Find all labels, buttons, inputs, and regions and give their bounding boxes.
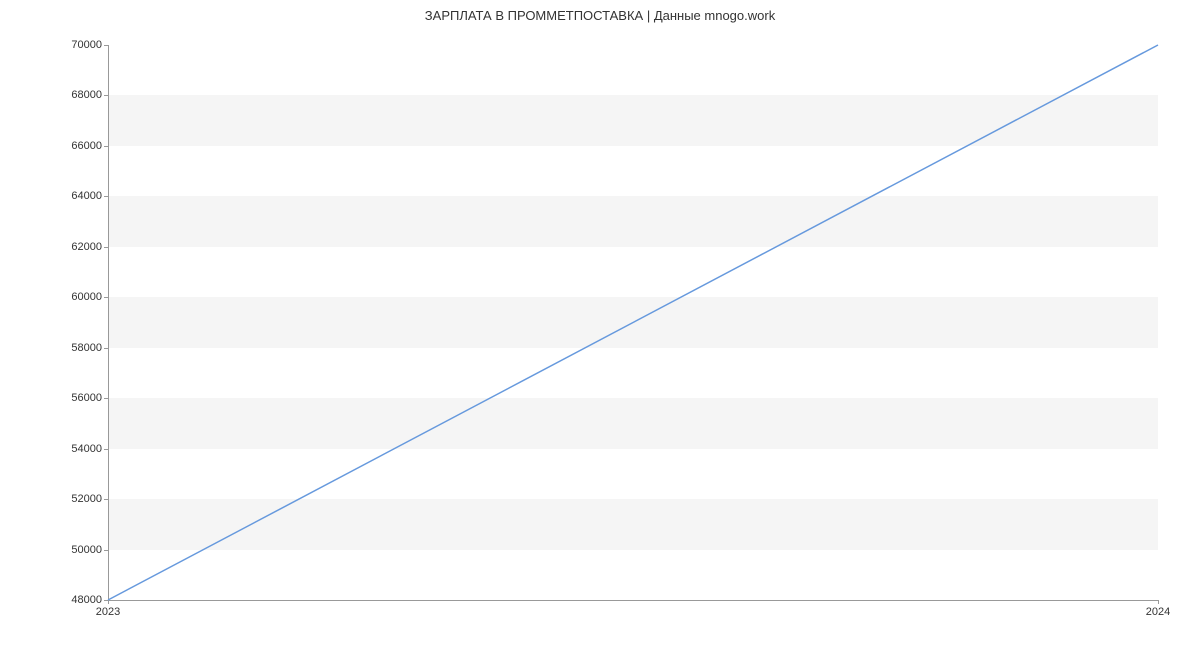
salary-chart: ЗАРПЛАТА В ПРОММЕТПОСТАВКА | Данные mnog… [0,0,1200,650]
y-tick-label: 68000 [71,89,102,101]
y-tick-label: 50000 [71,544,102,556]
series-line-salary [108,45,1158,600]
x-axis-line [108,600,1158,601]
line-layer [108,45,1158,600]
y-tick-label: 64000 [71,190,102,202]
y-tick-label: 58000 [71,342,102,354]
y-tick-label: 66000 [71,140,102,152]
y-tick-label: 60000 [71,291,102,303]
plot-area: 4800050000520005400056000580006000062000… [108,45,1158,600]
x-tick-label: 2023 [96,606,120,618]
y-tick-label: 56000 [71,392,102,404]
chart-title: ЗАРПЛАТА В ПРОММЕТПОСТАВКА | Данные mnog… [0,8,1200,23]
y-tick-label: 52000 [71,493,102,505]
y-tick-label: 54000 [71,443,102,455]
y-tick-label: 62000 [71,241,102,253]
x-tick-mark [1158,600,1159,604]
x-tick-label: 2024 [1146,606,1170,618]
y-tick-label: 70000 [71,39,102,51]
y-tick-label: 48000 [71,594,102,606]
